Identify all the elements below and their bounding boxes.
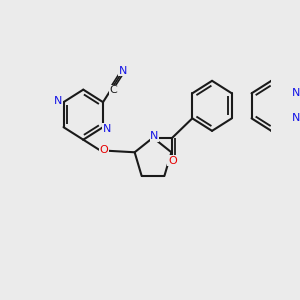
Text: N: N — [292, 113, 300, 123]
Text: N: N — [150, 131, 159, 141]
Text: N: N — [54, 96, 62, 106]
Text: N: N — [292, 88, 300, 98]
Text: C: C — [110, 85, 117, 95]
Text: O: O — [100, 145, 109, 155]
Text: O: O — [168, 156, 177, 166]
Text: N: N — [118, 65, 127, 76]
Text: N: N — [103, 124, 111, 134]
